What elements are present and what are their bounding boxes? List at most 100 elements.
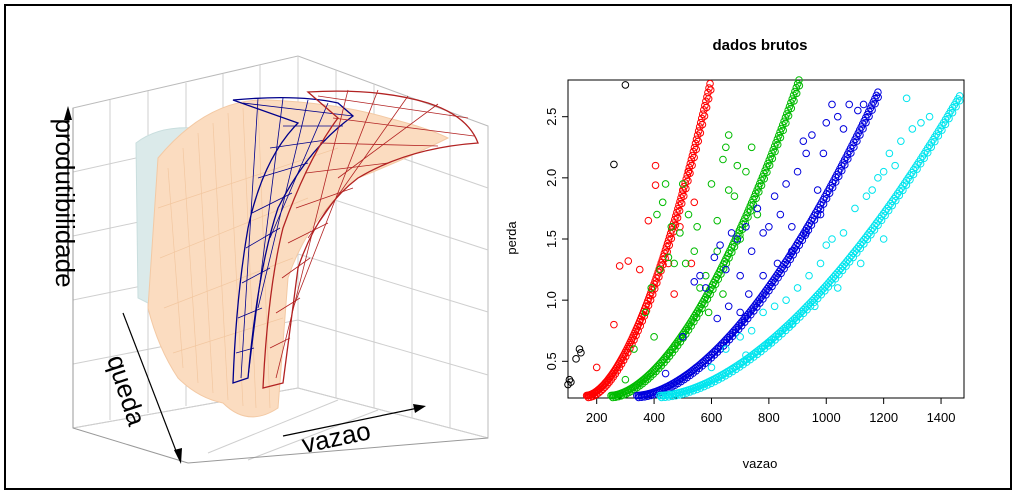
scatter-point: [686, 159, 695, 168]
y-tick-label: 2.5: [544, 108, 559, 126]
scatter-point: [952, 102, 960, 111]
scatter-point: [868, 106, 876, 114]
scatter-point: [870, 221, 879, 230]
scatter-point: [567, 378, 575, 386]
scatter-point: [856, 259, 865, 268]
scatter-point: [772, 138, 780, 147]
scatter-point: [722, 265, 730, 274]
scatter-point: [879, 167, 888, 176]
scatter-point: [744, 213, 752, 221]
scatter-point: [859, 100, 868, 109]
scatter-point: [617, 356, 625, 365]
scatter-point: [621, 81, 630, 89]
scatter-point: [577, 348, 585, 357]
scatter-point: [621, 352, 630, 361]
scatter-point: [891, 196, 900, 205]
chart-title: dados brutos: [712, 37, 807, 54]
scatter-point: [694, 137, 703, 145]
scatter-point: [618, 354, 626, 363]
scatter-point: [642, 306, 651, 315]
scatter-point: [727, 229, 736, 237]
scatter-point: [684, 322, 692, 331]
scatter-point: [902, 181, 911, 189]
scatter-point: [776, 133, 785, 142]
scatter-point: [684, 167, 693, 176]
scatter-point: [885, 149, 894, 158]
scatter-point: [757, 181, 766, 190]
scatter-point: [917, 119, 925, 127]
scatter-point: [653, 210, 661, 219]
scatter-point: [669, 219, 678, 227]
scatter-point: [693, 222, 701, 231]
scatter-point: [783, 110, 791, 118]
scatter-point: [714, 375, 723, 384]
scatter-point: [784, 111, 793, 120]
scatter-point: [822, 119, 831, 127]
scatter-point: [670, 290, 678, 298]
scatter-point: [755, 179, 764, 188]
scatter-point: [788, 320, 796, 329]
scatter-point: [877, 216, 886, 225]
scatter-point: [923, 148, 932, 157]
scatter-point: [696, 284, 704, 292]
scatter-point: [624, 257, 633, 265]
scatter-point: [713, 247, 722, 256]
scatter-point: [615, 262, 624, 270]
scatter-point: [635, 265, 644, 274]
scatter-point: [755, 188, 763, 196]
scatter-point: [722, 143, 730, 152]
scatter-point: [779, 126, 787, 135]
scatter-point: [851, 204, 859, 213]
scatter-point: [790, 97, 798, 105]
x-tick-label: 1000: [812, 410, 841, 425]
scatter-point: [859, 125, 867, 133]
scatter-point: [925, 112, 934, 121]
z-axis: produtibilidade: [50, 106, 80, 288]
scatter-point: [749, 200, 758, 209]
scatter-point: [874, 93, 882, 102]
scatter-point: [619, 356, 628, 365]
scatter-point: [676, 197, 684, 206]
scatter-point: [884, 206, 893, 215]
scatter-point: [931, 137, 939, 146]
z-axis-label: produtibilidade: [50, 118, 80, 287]
x-tick-label: 1200: [869, 410, 898, 425]
scatter-point: [736, 308, 744, 317]
scatter-point: [868, 186, 876, 194]
scatter-point: [920, 154, 928, 163]
scatter-point: [701, 101, 709, 110]
scatter-point: [692, 135, 701, 144]
scatter-point: [719, 155, 727, 164]
scatter-point: [617, 360, 626, 368]
scatter-point: [764, 159, 772, 168]
scatter-point: [765, 222, 773, 231]
scatter-point: [673, 338, 682, 346]
scatter-point: [647, 284, 656, 292]
x-tick-label: 600: [701, 410, 723, 425]
scatter-point: [816, 210, 825, 219]
scatter-point: [665, 232, 674, 241]
scatter-point: [680, 328, 688, 337]
scatter-point: [785, 102, 794, 111]
scatter-point: [630, 345, 638, 353]
scatter-point: [941, 120, 950, 129]
scatter-point: [874, 221, 882, 229]
scatter-point: [802, 149, 810, 158]
x-axis-title: vazao: [743, 456, 778, 471]
y-tick-label: 0.5: [544, 352, 559, 370]
scatter-point: [610, 320, 618, 329]
x-axis: vazao: [282, 404, 426, 459]
scatter-point: [681, 259, 690, 268]
scatter-point: [884, 202, 893, 211]
scatter-point: [736, 333, 744, 341]
scatter-point: [736, 235, 744, 243]
scatter-point: [733, 161, 742, 170]
scatter-point: [770, 192, 779, 200]
scatter-point: [696, 118, 705, 127]
scatter-point: [867, 226, 875, 235]
scatter-point: [837, 166, 846, 175]
scatter-point: [684, 210, 693, 219]
scatter-point: [623, 348, 632, 357]
y-tick-label: 1.5: [544, 230, 559, 248]
scatter-point: [839, 229, 848, 237]
